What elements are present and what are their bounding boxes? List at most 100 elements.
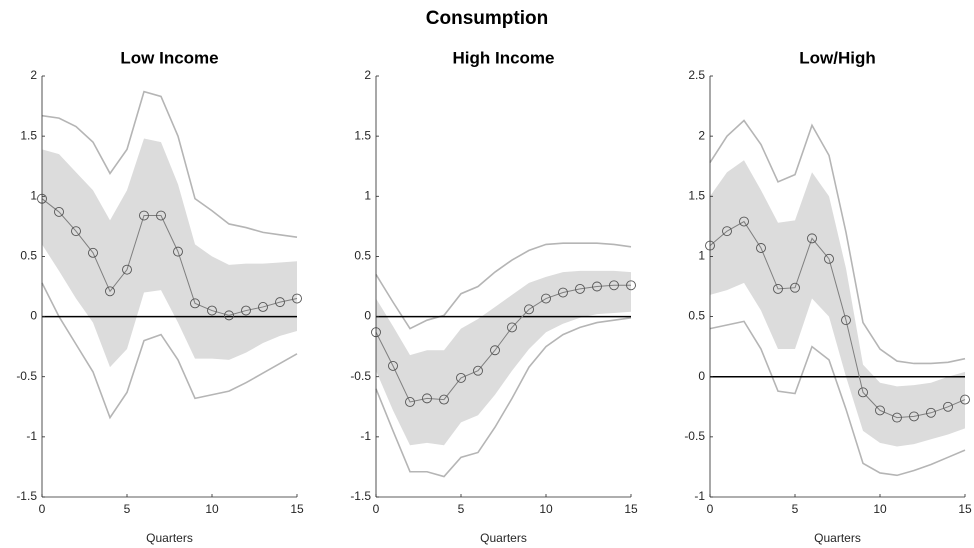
- x-tick-label: 10: [205, 502, 219, 516]
- x-tick-label: 0: [707, 502, 714, 516]
- estimate-marker: [507, 322, 517, 333]
- y-tick-label: 1.5: [688, 188, 705, 202]
- estimate-marker: [756, 243, 766, 253]
- y-tick-label: -1.5: [350, 489, 371, 503]
- estimate-marker: [71, 226, 81, 237]
- estimate-marker: [892, 412, 902, 423]
- estimate-marker: [292, 293, 302, 304]
- outer-band-lower: [709, 320, 966, 477]
- estimate-marker: [807, 233, 817, 244]
- x-tick-label: 0: [39, 502, 46, 516]
- x-tick-label: 0: [373, 502, 380, 516]
- estimate-marker: [422, 393, 432, 404]
- estimate-marker: [875, 405, 885, 416]
- estimate-marker: [207, 305, 217, 316]
- estimate-marker: [105, 286, 115, 297]
- estimate-marker: [541, 293, 551, 304]
- subplot-title: Low/High: [799, 48, 875, 67]
- y-tick-label: 1.5: [20, 128, 37, 142]
- y-tick-label: -0.5: [684, 429, 705, 443]
- estimate-marker: [790, 282, 800, 293]
- subplot: Low Income Quarters -1.5 -1 -0.5 0 0.5 1 1.5 2 0 5 1…: [16, 48, 304, 545]
- estimate-marker: [558, 287, 568, 298]
- y-tick-label: 0: [30, 309, 37, 323]
- estimate-marker: [224, 310, 234, 321]
- x-axis-label: Quarters: [480, 531, 527, 545]
- x-tick-label: 15: [290, 502, 304, 516]
- y-tick-label: 0: [698, 369, 705, 383]
- inner-band: [710, 160, 965, 447]
- x-tick-label: 5: [458, 502, 465, 516]
- subplot-title: High Income: [452, 48, 554, 67]
- outer-band-lower: [41, 282, 298, 420]
- y-tick-label: -1: [360, 429, 371, 443]
- estimate-marker: [456, 372, 466, 383]
- estimate-line: [375, 284, 631, 403]
- y-tick-label: 0.5: [354, 249, 371, 263]
- estimate-marker: [722, 226, 732, 237]
- subplot-title: Low Income: [120, 48, 218, 67]
- y-tick-label: 0.5: [688, 309, 705, 323]
- y-tick-label: 1: [364, 188, 371, 202]
- estimate-marker: [943, 401, 953, 412]
- y-tick-label: -1.5: [16, 489, 37, 503]
- estimate-marker: [524, 304, 534, 315]
- y-tick-label: -1: [694, 489, 705, 503]
- estimate-marker: [241, 305, 251, 316]
- y-tick-label: 2: [364, 68, 371, 82]
- y-tick-label: 0: [364, 309, 371, 323]
- outer-band-upper: [41, 90, 298, 238]
- estimate-marker: [473, 365, 483, 376]
- inner-band: [42, 138, 297, 368]
- estimate-marker: [139, 210, 149, 221]
- y-tick-label: 1: [698, 249, 705, 263]
- y-tick-label: -0.5: [16, 369, 37, 383]
- estimate-marker: [173, 246, 183, 257]
- estimate-marker: [773, 283, 783, 294]
- estimate-marker: [275, 297, 285, 308]
- x-tick-label: 10: [873, 502, 887, 516]
- estimate-line: [41, 198, 298, 316]
- y-tick-label: 1.5: [354, 128, 371, 142]
- estimate-marker: [54, 206, 64, 217]
- y-tick-label: -1: [26, 429, 37, 443]
- estimate-marker: [858, 387, 868, 398]
- x-axis-label: Quarters: [814, 531, 861, 545]
- estimate-marker: [626, 280, 636, 291]
- estimate-marker: [258, 301, 268, 312]
- inner-band: [376, 270, 631, 446]
- x-tick-label: 10: [539, 502, 553, 516]
- x-axis-label: Quarters: [146, 531, 193, 545]
- estimate-marker: [739, 216, 749, 227]
- estimate-marker: [388, 360, 398, 371]
- y-tick-label: -0.5: [350, 369, 371, 383]
- estimate-marker: [190, 298, 200, 309]
- outer-band-lower: [375, 316, 632, 478]
- y-tick-label: 0.5: [20, 249, 37, 263]
- estimate-marker: [439, 394, 449, 405]
- x-tick-label: 5: [124, 502, 131, 516]
- estimate-marker: [592, 281, 602, 292]
- x-tick-label: 15: [958, 502, 972, 516]
- estimate-marker: [909, 411, 919, 422]
- y-tick-label: 2.5: [688, 68, 705, 82]
- estimate-marker: [156, 210, 166, 221]
- estimate-marker: [88, 247, 98, 258]
- x-tick-label: 5: [792, 502, 799, 516]
- outer-band-upper: [375, 242, 632, 330]
- estimate-marker: [490, 345, 500, 356]
- y-tick-label: 1: [30, 188, 37, 202]
- y-tick-label: 2: [698, 128, 705, 142]
- estimate-marker: [960, 394, 970, 405]
- estimate-line: [709, 220, 966, 419]
- y-tick-label: 2: [30, 68, 37, 82]
- subplot: High Income Quarters -1.5 -1 -0.5 0 0.5 1 1.5 2 0 5…: [350, 48, 638, 545]
- estimate-marker: [122, 264, 132, 275]
- estimate-marker: [405, 397, 415, 407]
- estimate-marker: [824, 253, 834, 264]
- outer-band-upper: [709, 119, 966, 365]
- estimate-marker: [926, 407, 936, 418]
- figure-title: Consumption: [426, 8, 548, 29]
- estimate-marker: [575, 283, 585, 294]
